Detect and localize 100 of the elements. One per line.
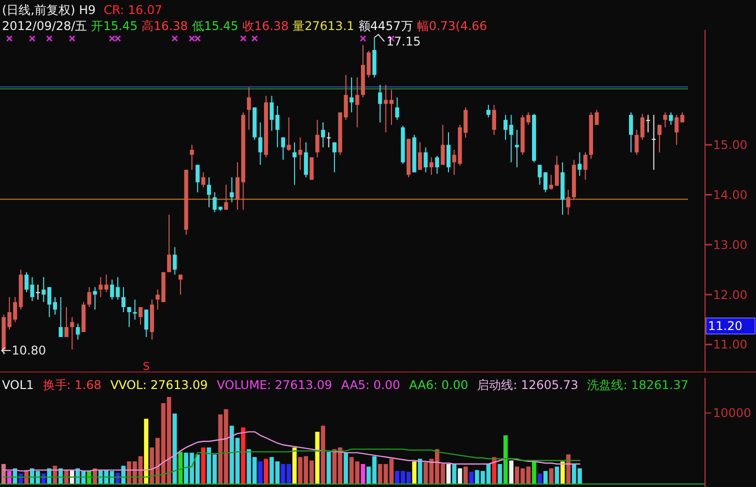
bar: [360, 464, 366, 484]
candlestick: [440, 124, 445, 166]
bar: [264, 458, 268, 484]
candlestick: [326, 132, 331, 148]
candlestick: [378, 84, 382, 123]
bar: [241, 427, 246, 484]
candlestick: [578, 152, 582, 176]
candlestick: [418, 142, 422, 170]
candlestick: [304, 142, 308, 178]
candlestick: [144, 309, 148, 338]
candlestick: [132, 299, 137, 320]
candlestick: [286, 116, 291, 152]
candlestick: [538, 164, 542, 186]
text: 启动线: 12605.73: [477, 378, 578, 392]
candlestick: [395, 96, 400, 120]
candlestick: [355, 76, 360, 128]
candlestick: [554, 155, 559, 186]
bar: [315, 432, 320, 484]
y-tick-label: 11.00: [713, 338, 748, 352]
text: 洗盘线: 18261.37: [587, 378, 688, 392]
bar: [172, 414, 177, 484]
y-tick-label: 12.00: [713, 288, 748, 302]
candlestick: [190, 144, 194, 170]
candlestick: [566, 189, 570, 216]
annotation: 17.15: [386, 34, 421, 49]
candlestick: [246, 86, 251, 130]
candlestick: [657, 124, 662, 153]
text: AA5: 0.00: [341, 378, 400, 392]
candlestick: [429, 156, 434, 176]
annotation: 高16.38: [142, 19, 188, 33]
candlestick: [92, 286, 97, 310]
candlestick: [350, 76, 354, 113]
annotation: 10.80: [12, 344, 46, 358]
bar: [543, 470, 548, 484]
bar: [464, 466, 468, 484]
candlestick: [424, 146, 428, 173]
candlestick: [127, 306, 132, 328]
candlestick: [224, 184, 228, 210]
text: VOL1: [2, 378, 34, 392]
bar: [452, 464, 456, 484]
candlestick: [321, 122, 326, 148]
candlestick: [258, 122, 262, 166]
candlestick: [674, 114, 679, 146]
candlestick: [452, 149, 456, 176]
annotation: 量27613.1: [292, 19, 354, 33]
candlestick: [583, 152, 588, 180]
bar: [116, 472, 120, 484]
candlestick: [634, 129, 639, 156]
candlestick: [640, 113, 644, 140]
text: AA6: 0.00: [409, 378, 468, 392]
candlestick: [549, 174, 554, 190]
candlestick: [315, 119, 320, 158]
candlestick: [172, 246, 177, 276]
text: VVOL: 27613.09: [110, 378, 208, 392]
bar: [538, 474, 542, 484]
bar: [412, 461, 416, 484]
candlestick: [138, 306, 143, 326]
annotation: 额4457万: [358, 19, 413, 33]
bar: [509, 460, 514, 484]
candlestick: [526, 112, 530, 126]
text: VOLUME: 27613.09: [216, 378, 332, 392]
candlestick: [156, 289, 160, 310]
bar: [498, 464, 502, 484]
candlestick: [514, 129, 519, 168]
candlestick: [196, 164, 200, 193]
bar: [560, 461, 565, 484]
text: 11.20: [708, 319, 742, 334]
bar: [320, 426, 326, 484]
candlestick: [116, 276, 120, 300]
candlestick: [201, 172, 206, 188]
candlestick: [76, 323, 80, 340]
candlestick: [98, 276, 103, 298]
candlestick: [652, 114, 656, 170]
bar: [469, 472, 474, 484]
bar: [144, 418, 148, 484]
candlestick: [668, 112, 673, 126]
annotation: 开15.45: [91, 19, 138, 33]
candlestick: [486, 104, 490, 118]
candlestick: [167, 214, 172, 273]
annotation: S: [142, 360, 150, 373]
candlestick: [680, 112, 684, 123]
candlestick: [435, 155, 440, 174]
y-tick-label: 13.00: [713, 238, 748, 252]
candlestick: [58, 296, 63, 338]
candlestick: [104, 274, 108, 293]
bar: [446, 464, 451, 484]
candlestick: [270, 95, 274, 132]
bar: [326, 452, 331, 484]
y-tick-label: 15.00: [713, 138, 748, 152]
candlestick: [646, 114, 650, 133]
text: 换手: 1.68: [42, 378, 102, 392]
candlestick: [281, 136, 286, 160]
candlestick: [121, 286, 126, 313]
candlestick: [310, 156, 314, 180]
annotation: 2012/09/28/五: [2, 19, 88, 33]
candlestick: [36, 284, 40, 300]
annotation: 收16.38: [242, 19, 289, 33]
candlestick: [298, 136, 302, 170]
candlestick: [663, 112, 668, 128]
candlestick: [64, 306, 68, 338]
